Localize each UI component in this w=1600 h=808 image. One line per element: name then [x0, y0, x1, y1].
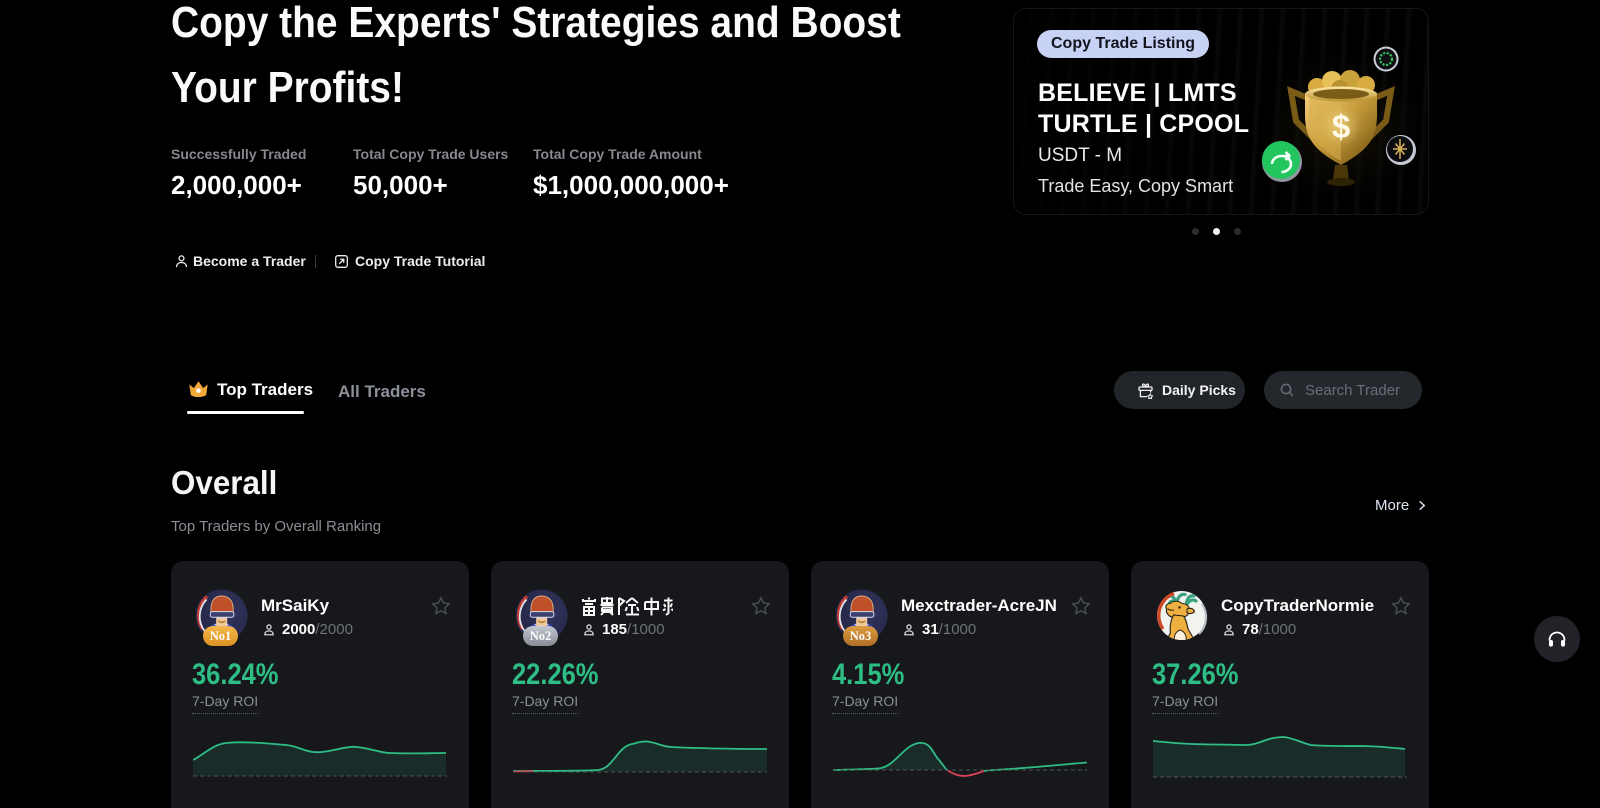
svg-text:$: $: [1332, 108, 1350, 145]
